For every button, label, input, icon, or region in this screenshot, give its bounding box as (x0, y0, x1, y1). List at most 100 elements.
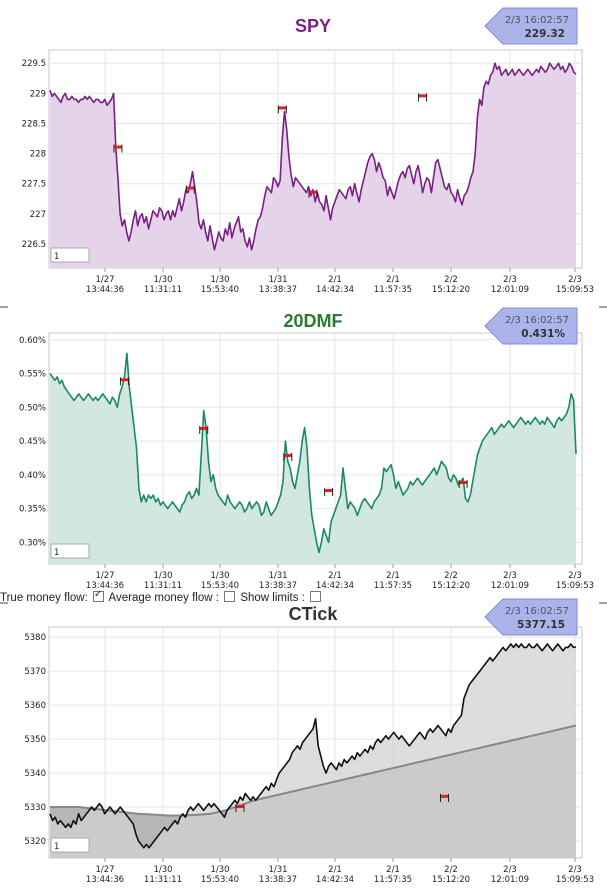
chart-2: 5320 5330 5340 5350 5360 5370 5380 1/2713:44:36… (24, 598, 594, 885)
callout-time: 2/3 16:02:57 (505, 15, 569, 26)
x-tick-date: 2/1 (386, 865, 400, 875)
x-tick-date: 1/27 (95, 865, 114, 875)
event-marker (308, 189, 318, 198)
x-tick-time: 15:12:20 (432, 581, 470, 591)
x-tick-date: 2/3 (568, 571, 582, 581)
x-tick-time: 13:44:36 (86, 581, 124, 591)
x-tick-date: 2/3 (568, 275, 582, 285)
x-tick-time: 14:42:34 (316, 875, 354, 885)
x-tick-date: 1/30 (153, 275, 172, 285)
series-line (49, 352, 577, 554)
event-marker (324, 488, 334, 497)
callout-time: 2/3 16:02:57 (505, 315, 569, 326)
chart-title: CTick (289, 604, 339, 624)
x-tick-date: 2/1 (386, 571, 400, 581)
y-tick-label: 227 (30, 210, 46, 220)
x-tick-time: 12:01:09 (491, 285, 529, 295)
true-money-flow-label: True money flow: (0, 592, 88, 604)
y-tick-label: 0.45% (19, 437, 46, 447)
y-tick-label: 5330 (24, 803, 46, 813)
x-tick-time: 14:42:34 (316, 581, 354, 591)
event-marker (185, 185, 195, 194)
x-tick-time: 15:53:40 (201, 581, 239, 591)
x-tick-time: 15:12:20 (432, 875, 470, 885)
event-marker (119, 377, 129, 386)
series-line (49, 62, 577, 251)
y-tick-label: 227.5 (22, 180, 46, 190)
range-input-value: 1 (54, 252, 59, 262)
range-input (50, 837, 90, 853)
y-tick-label: 0.40% (19, 471, 46, 481)
x-tick-date: 1/31 (268, 275, 287, 285)
event-marker (199, 425, 209, 434)
range-input-value: 1 (54, 548, 59, 558)
x-tick-time: 15:09:53 (556, 581, 594, 591)
callout-value: 229.32 (524, 28, 565, 40)
marker-bar (120, 378, 129, 382)
marker-bar (199, 426, 208, 430)
x-tick-date: 1/31 (268, 571, 287, 581)
value-callout (484, 7, 578, 45)
event-marker (235, 804, 245, 813)
average-money-flow-checkbox[interactable] (92, 589, 104, 602)
show-limits-checkbox[interactable] (310, 591, 322, 602)
marker-bar (235, 805, 244, 809)
x-tick-time: 13:38:37 (259, 285, 297, 295)
marker-bar (418, 94, 427, 98)
event-marker (277, 105, 287, 114)
x-tick-time: 11:57:35 (374, 875, 412, 885)
limits-checkbox-a[interactable] (224, 591, 236, 602)
y-tick-label: 0.55% (19, 370, 46, 380)
chart-title: SPY (295, 16, 331, 36)
callout-value: 5377.15 (517, 619, 565, 631)
event-marker (440, 793, 449, 802)
callout-time: 2/3 16:02:57 (505, 606, 569, 617)
x-tick-time: 11:31:11 (144, 581, 182, 591)
marker-bar (278, 106, 287, 110)
range-input (50, 543, 90, 559)
callout-value: 0.431% (521, 328, 565, 340)
x-tick-date: 2/3 (503, 865, 517, 875)
chart-0: 226.5 227 227.5 228 228.5 229 229.5 1/2713:44:3… (0, 7, 607, 308)
y-tick-label: 228 (30, 150, 46, 160)
x-tick-date: 2/1 (386, 275, 400, 285)
x-tick-time: 14:42:34 (316, 285, 354, 295)
x-tick-date: 1/27 (95, 571, 114, 581)
money-flow-controls: True money flow: Average money flow : Sh… (0, 589, 323, 605)
value-callout (484, 307, 578, 345)
x-tick-date: 2/3 (503, 275, 517, 285)
series-area (50, 353, 576, 564)
x-tick-time: 11:31:11 (144, 875, 182, 885)
x-tick-date: 2/1 (328, 865, 342, 875)
range-input (50, 247, 90, 263)
x-tick-time: 15:53:40 (201, 285, 239, 295)
event-marker (113, 144, 123, 153)
y-tick-label: 5370 (24, 667, 46, 677)
marker-bar (283, 453, 292, 457)
x-tick-time: 12:01:09 (491, 875, 529, 885)
marker-bar (309, 190, 317, 194)
y-tick-label: 5380 (24, 633, 46, 643)
y-tick-label: 228.5 (22, 119, 46, 129)
marker-bar (113, 145, 122, 149)
y-tick-label: 0.60% (19, 336, 46, 346)
range-input-value: 1 (54, 842, 59, 852)
chart-1: 0.30%0.35%0.40%0.45%0.50%0.55%0.60%1/271… (0, 307, 607, 604)
x-tick-date: 2/2 (444, 571, 458, 581)
show-limits-label: Show limits : (240, 592, 305, 604)
x-tick-time: 15:09:53 (556, 285, 594, 295)
x-tick-date: 2/2 (444, 275, 458, 285)
event-marker (283, 452, 293, 461)
x-tick-date: 2/3 (568, 865, 582, 875)
x-tick-time: 13:38:37 (259, 581, 297, 591)
average-money-flow-label: Average money flow : (108, 592, 219, 604)
y-tick-label: 5340 (24, 769, 46, 779)
x-tick-date: 1/31 (268, 865, 287, 875)
x-tick-time: 12:01:09 (491, 581, 529, 591)
y-tick-label: 0.30% (19, 538, 46, 548)
x-tick-time: 13:38:37 (259, 875, 297, 885)
series-area (50, 63, 576, 269)
marker-bar (440, 794, 449, 798)
x-tick-date: 1/30 (153, 865, 172, 875)
x-tick-time: 15:09:53 (556, 875, 594, 885)
